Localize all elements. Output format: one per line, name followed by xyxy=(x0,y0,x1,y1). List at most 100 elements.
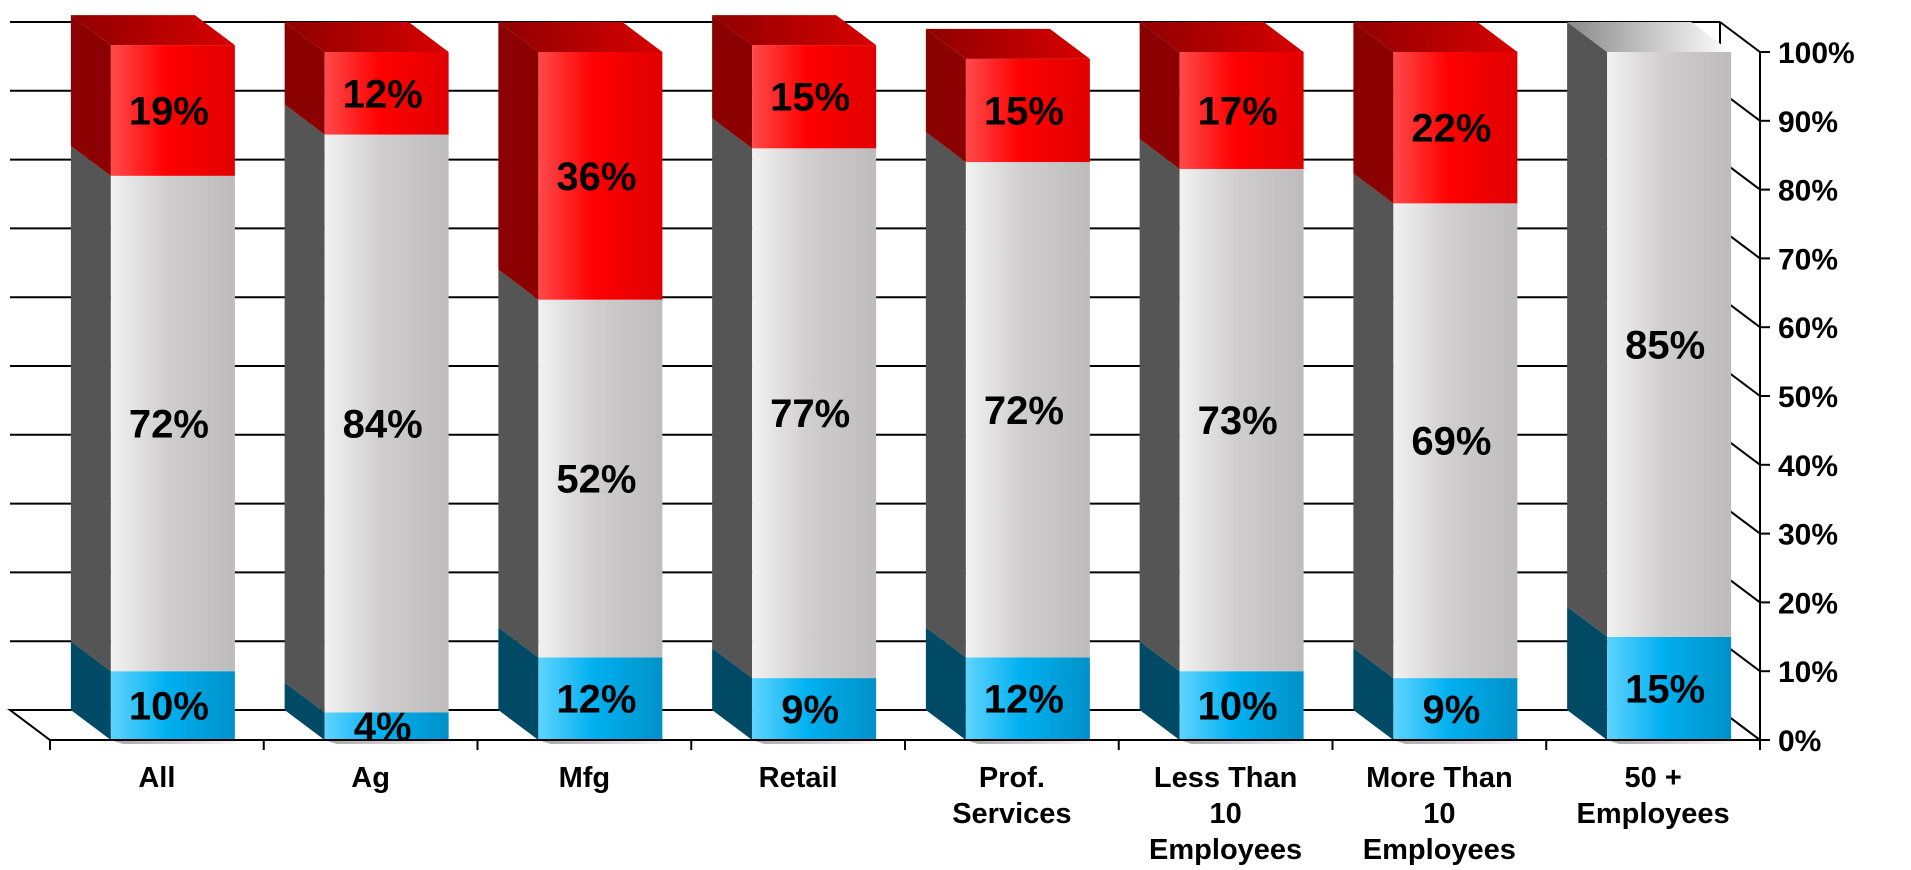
bar-0 xyxy=(70,15,247,744)
y-tick-label: 70% xyxy=(1778,243,1838,276)
y-tick-label: 50% xyxy=(1778,381,1838,414)
bar-segment-side xyxy=(1139,22,1180,169)
y-tick-label: 60% xyxy=(1778,312,1838,345)
bar-segment-side xyxy=(1139,641,1180,740)
bar-segment-side xyxy=(1353,648,1394,740)
data-label: 15% xyxy=(1625,667,1705,711)
bar-segment xyxy=(1393,203,1518,679)
data-label: 10% xyxy=(129,685,209,729)
bar-segment-side xyxy=(1353,173,1394,679)
bar-segment xyxy=(324,52,449,135)
bar-segment xyxy=(110,45,235,176)
bar-segment xyxy=(538,657,663,740)
x-category-label: Employees xyxy=(1149,834,1302,866)
data-label: 72% xyxy=(129,403,209,447)
y-tick-label: 20% xyxy=(1778,587,1838,620)
bar-segment xyxy=(1393,52,1518,204)
data-label: 12% xyxy=(556,678,636,722)
bar-segment xyxy=(965,58,1090,163)
data-label: 69% xyxy=(1411,420,1491,464)
bar-top-face xyxy=(1567,22,1732,52)
bar-segment xyxy=(965,162,1090,658)
bar-segment-side xyxy=(1567,22,1608,637)
bar-segment-side xyxy=(712,15,753,149)
data-label: 19% xyxy=(129,89,209,133)
bar-segment xyxy=(1393,678,1518,740)
bar-top-face xyxy=(1139,22,1304,52)
bar-segment xyxy=(538,299,663,658)
y-tick-label: 100% xyxy=(1778,37,1855,70)
chart-data-labels: 10% 72% 19% 4% 84% 12% 12% 52% 36% 9% 77% 15% 12% 72%… xyxy=(129,72,1705,749)
x-category-label: Employees xyxy=(1363,834,1516,866)
bar-segment xyxy=(538,52,663,300)
bar-segment-side xyxy=(284,22,325,135)
bar-segment-side xyxy=(70,641,111,740)
bar-segment xyxy=(752,678,877,740)
y-tick-label: 80% xyxy=(1778,175,1838,208)
bar-segment xyxy=(110,671,235,740)
bar-top-face xyxy=(925,28,1090,59)
chart-bars xyxy=(70,15,1744,744)
bar-segment xyxy=(324,134,449,713)
y-tick-label: 90% xyxy=(1778,106,1838,139)
data-label: 12% xyxy=(343,72,423,116)
data-label: 15% xyxy=(984,89,1064,133)
data-label: 15% xyxy=(770,76,850,120)
bar-segment xyxy=(110,175,235,672)
bar-segment-side xyxy=(1139,138,1180,672)
bar-segment xyxy=(1179,168,1304,672)
bar-7 xyxy=(1567,22,1744,744)
x-category-label: Less Than xyxy=(1154,762,1297,794)
bar-segment-side xyxy=(498,627,539,740)
x-category-label: Employees xyxy=(1577,798,1730,830)
bar-segment xyxy=(1607,636,1732,740)
bar-segment-side xyxy=(925,132,966,658)
x-category-label: All xyxy=(138,762,175,794)
bar-segment xyxy=(965,657,1090,740)
data-label: 4% xyxy=(354,705,412,749)
y-tick-label: 0% xyxy=(1778,725,1821,758)
data-label: 85% xyxy=(1625,323,1705,367)
data-label: 77% xyxy=(770,392,850,436)
bar-segment-side xyxy=(70,15,111,176)
bar-segment-side xyxy=(925,627,966,740)
bar-top-face xyxy=(284,22,449,52)
bar-segment xyxy=(1179,52,1304,169)
data-label: 73% xyxy=(1198,399,1278,443)
bar-segment-side xyxy=(712,118,753,679)
data-label: 22% xyxy=(1411,107,1491,151)
data-label: 9% xyxy=(781,688,839,732)
data-label: 52% xyxy=(556,458,636,502)
x-category-label: Services xyxy=(952,798,1071,830)
bar-1 xyxy=(284,22,461,744)
y-tick-label: 40% xyxy=(1778,450,1838,483)
bar-3 xyxy=(712,15,889,744)
x-category-label: Prof. xyxy=(979,762,1045,794)
x-category-label: 50 + xyxy=(1625,762,1682,794)
x-category-label: 10 xyxy=(1209,798,1241,830)
bar-2 xyxy=(498,22,675,744)
bar-6 xyxy=(1353,22,1530,744)
bar-segment-side xyxy=(498,22,539,300)
y-tick-label: 30% xyxy=(1778,519,1838,552)
data-label: 12% xyxy=(984,678,1064,722)
bar-5 xyxy=(1139,22,1316,744)
bar-segment-side xyxy=(70,145,111,672)
bar-segment-side xyxy=(284,104,325,713)
data-label: 72% xyxy=(984,389,1064,433)
x-category-label: Ag xyxy=(351,762,390,794)
bar-top-face xyxy=(498,22,663,52)
bar-segment xyxy=(1179,671,1304,740)
data-label: 84% xyxy=(343,403,423,447)
bar-segment-side xyxy=(925,28,966,163)
x-category-label: 10 xyxy=(1423,798,1455,830)
bar-top-face xyxy=(70,15,235,46)
bar-segment xyxy=(1607,52,1732,637)
bar-segment-side xyxy=(498,269,539,658)
bar-segment-side xyxy=(1353,22,1394,204)
bar-segment xyxy=(752,148,877,679)
chart-axes: 0% 10% 20% 30% 40% 50% 60% 70% 80% 90% 100% All Ag Mf… xyxy=(49,37,1855,866)
data-label: 9% xyxy=(1422,688,1480,732)
data-label: 36% xyxy=(556,155,636,199)
